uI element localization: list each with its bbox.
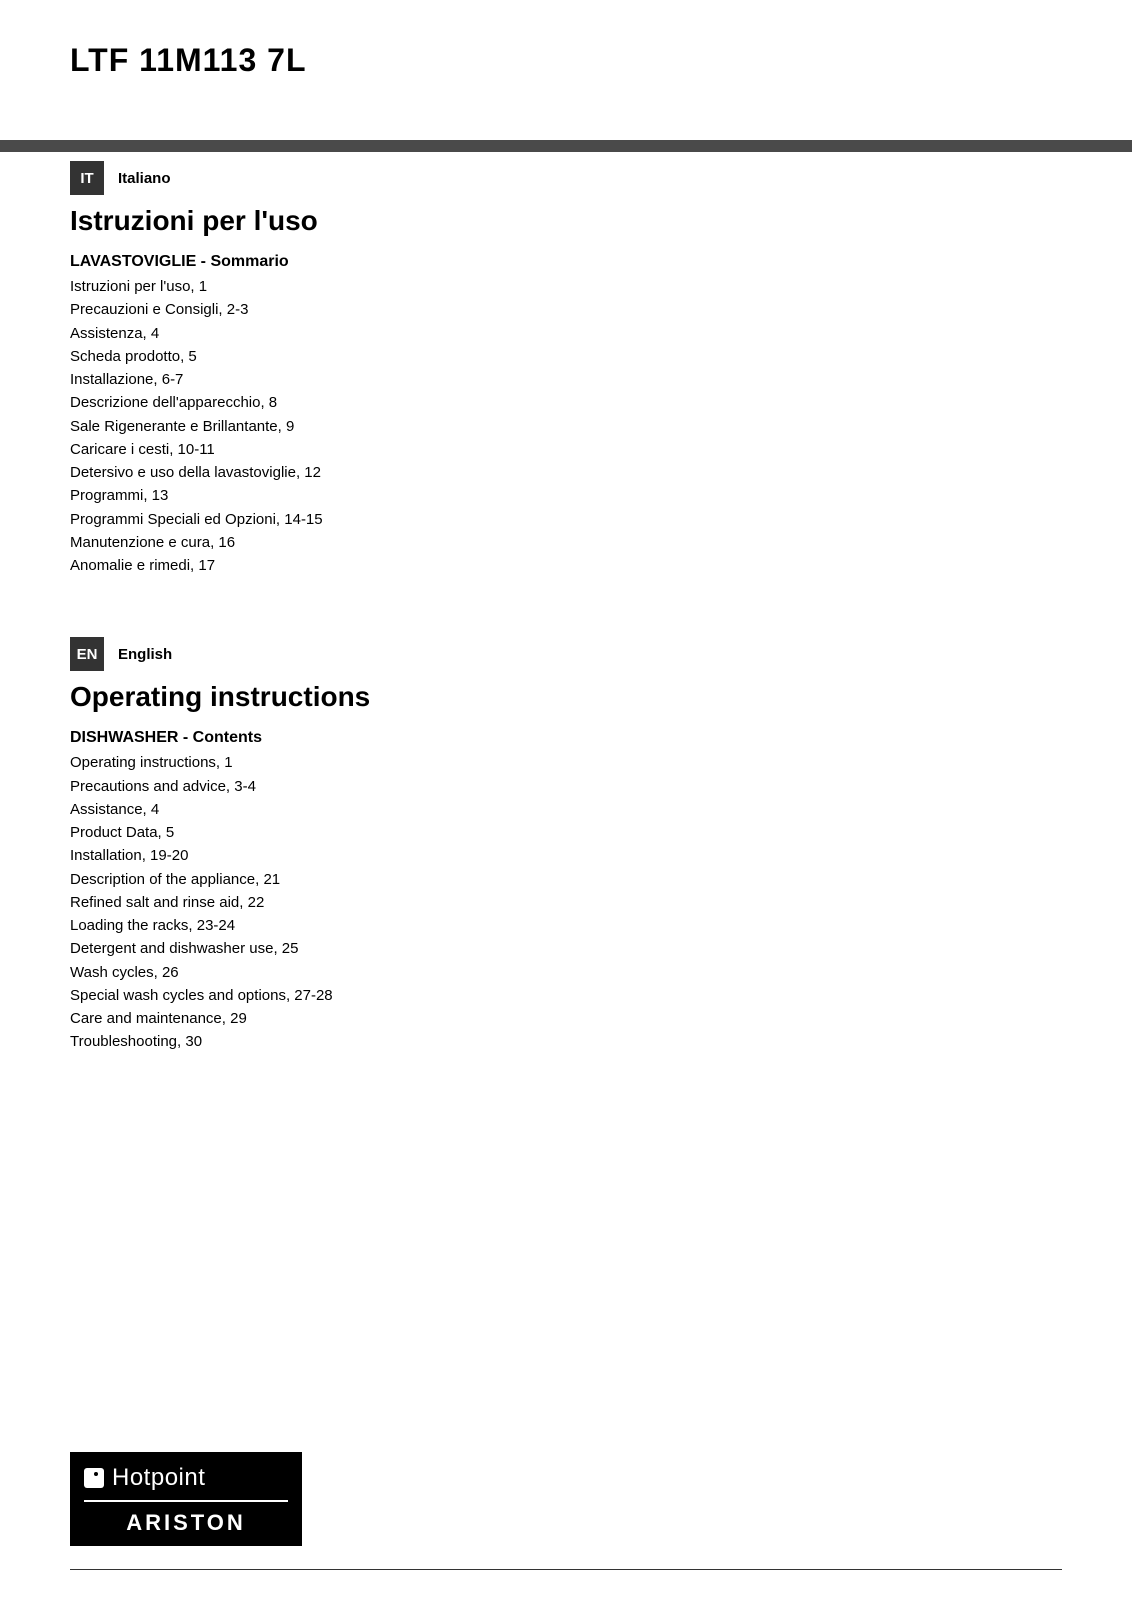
footer-line [70, 1569, 1062, 1570]
toc-item: Operating instructions, 1 [70, 751, 1062, 774]
header-bar [0, 140, 1132, 152]
toc-item: Troubleshooting, 30 [70, 1030, 1062, 1053]
toc-item: Installazione, 6-7 [70, 368, 1062, 391]
toc-item: Manutenzione e cura, 16 [70, 531, 1062, 554]
toc-item: Description of the appliance, 21 [70, 868, 1062, 891]
section-subtitle-it: LAVASTOVIGLIE - Sommario [70, 253, 1062, 271]
toc-item: Scheda prodotto, 5 [70, 345, 1062, 368]
toc-item: Loading the racks, 23-24 [70, 914, 1062, 937]
toc-item: Istruzioni per l'uso, 1 [70, 275, 1062, 298]
toc-item: Assistance, 4 [70, 798, 1062, 821]
toc-item: Precautions and advice, 3-4 [70, 775, 1062, 798]
language-block-it: IT Italiano Istruzioni per l'uso LAVASTO… [70, 161, 1062, 577]
toc-item: Anomalie e rimedi, 17 [70, 554, 1062, 577]
toc-item: Refined salt and rinse aid, 22 [70, 891, 1062, 914]
toc-item: Special wash cycles and options, 27-28 [70, 984, 1062, 1007]
brand-logo-top-row: Hotpoint [84, 1464, 288, 1492]
brand-logo: Hotpoint ARISTON [70, 1452, 302, 1546]
toc-item: Caricare i cesti, 10-11 [70, 438, 1062, 461]
toc-list-en: Operating instructions, 1 Precautions an… [70, 751, 1062, 1053]
brand-subname: ARISTON [84, 1510, 288, 1536]
language-tag-row: EN English [70, 637, 1062, 671]
content-area: IT Italiano Istruzioni per l'uso LAVASTO… [70, 161, 1062, 1054]
toc-item: Descrizione dell'apparecchio, 8 [70, 391, 1062, 414]
toc-item: Detergent and dishwasher use, 25 [70, 937, 1062, 960]
toc-item: Detersivo e uso della lavastoviglie, 12 [70, 461, 1062, 484]
language-name: English [118, 646, 172, 663]
section-title-it: Istruzioni per l'uso [70, 205, 1062, 237]
language-tag-row: IT Italiano [70, 161, 1062, 195]
language-code-badge: IT [70, 161, 104, 195]
language-name: Italiano [118, 170, 171, 187]
toc-item: Precauzioni e Consigli, 2-3 [70, 298, 1062, 321]
toc-item: Wash cycles, 26 [70, 961, 1062, 984]
language-block-en: EN English Operating instructions DISHWA… [70, 637, 1062, 1053]
model-title: LTF 11M113 7L [70, 42, 1062, 79]
toc-item: Care and maintenance, 29 [70, 1007, 1062, 1030]
brand-name: Hotpoint [112, 1464, 205, 1492]
toc-item: Installation, 19-20 [70, 844, 1062, 867]
language-code-badge: EN [70, 637, 104, 671]
toc-item: Product Data, 5 [70, 821, 1062, 844]
brand-divider [84, 1500, 288, 1502]
toc-item: Programmi Speciali ed Opzioni, 14-15 [70, 508, 1062, 531]
toc-item: Sale Rigenerante e Brillantante, 9 [70, 415, 1062, 438]
section-subtitle-en: DISHWASHER - Contents [70, 729, 1062, 747]
toc-item: Programmi, 13 [70, 484, 1062, 507]
toc-list-it: Istruzioni per l'uso, 1 Precauzioni e Co… [70, 275, 1062, 577]
section-title-en: Operating instructions [70, 681, 1062, 713]
brand-icon [84, 1468, 104, 1488]
toc-item: Assistenza, 4 [70, 322, 1062, 345]
